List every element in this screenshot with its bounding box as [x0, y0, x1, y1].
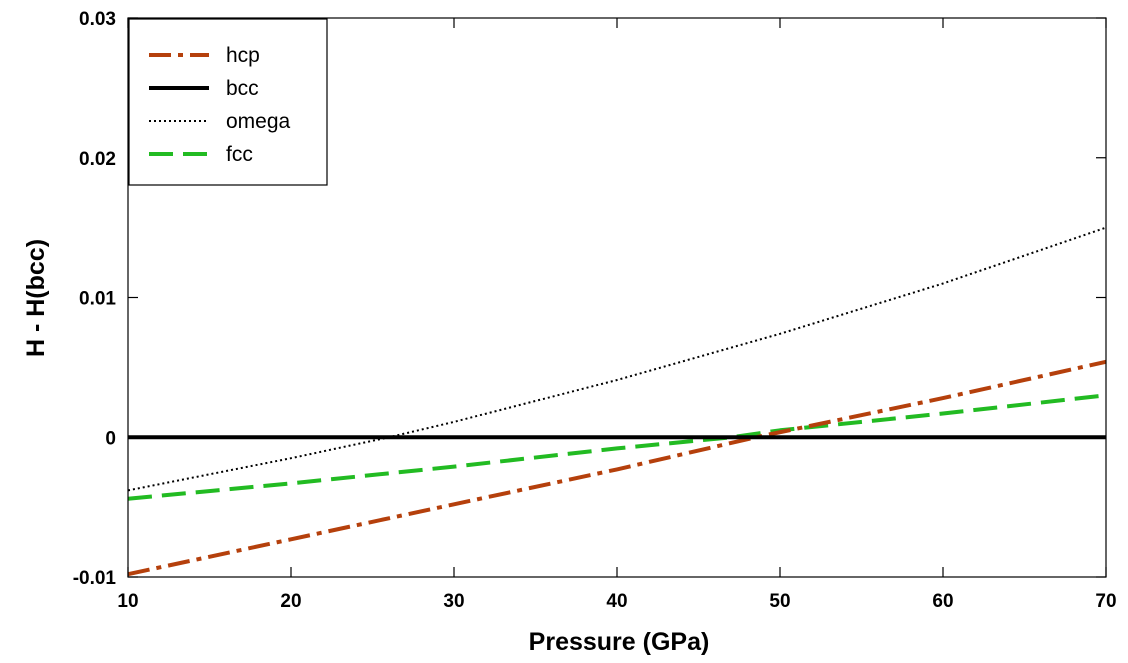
legend-box	[128, 18, 328, 186]
x-axis-title: Pressure (GPa)	[529, 628, 710, 656]
y-tick-label: 0.02	[79, 149, 116, 170]
x-tick-label: 50	[769, 591, 790, 612]
legend-label-omega: omega	[226, 110, 291, 133]
legend-label-bcc: bcc	[226, 77, 259, 100]
legend-label-fcc: fcc	[226, 143, 253, 166]
x-tick-label: 40	[606, 591, 627, 612]
y-tick-label: 0.01	[79, 289, 116, 310]
x-tick-label: 20	[280, 591, 301, 612]
x-tick-label: 60	[932, 591, 953, 612]
x-tick-label: 10	[117, 591, 138, 612]
y-tick-label: 0	[105, 428, 116, 449]
legend: hcp bcc omega fcc	[128, 18, 328, 186]
legend-label-hcp: hcp	[226, 44, 260, 67]
x-tick-label: 70	[1095, 591, 1116, 612]
series-layer	[127, 226, 1107, 577]
y-tick-label: -0.01	[73, 568, 117, 589]
ticks-layer: 10 20 30 40 50 60 70 -0.01 0 0.01 0.02 0.03	[73, 9, 1117, 612]
y-axis-title: H - H(bcc)	[22, 239, 50, 357]
series-line-fcc	[127, 393, 1107, 501]
y-tick-label: 0.03	[79, 9, 116, 30]
series-line-hcp	[127, 359, 1107, 577]
series-line-omega	[127, 226, 1107, 492]
x-tick-label: 30	[443, 591, 464, 612]
